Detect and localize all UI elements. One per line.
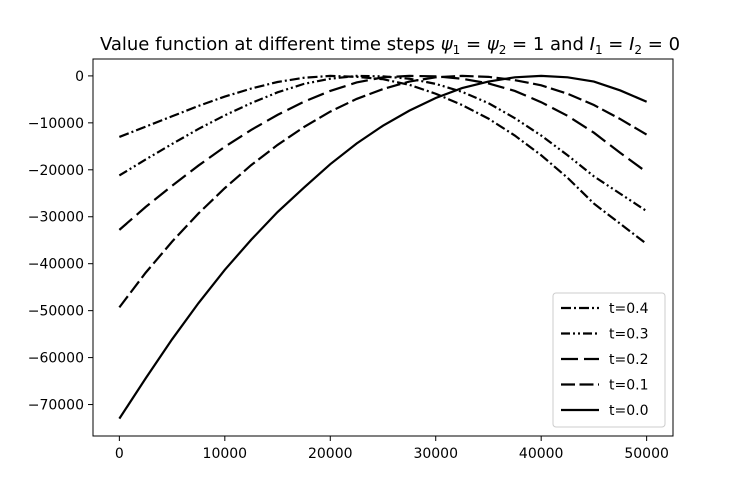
- series-line-t=0.1: [118, 74, 648, 309]
- series-line-t=0.0: [118, 74, 648, 420]
- series-line-t=0.4: [118, 74, 648, 245]
- legend-box: [552, 292, 666, 428]
- x-tick-label: 0: [115, 446, 124, 462]
- plot-area: [118, 74, 648, 420]
- x-tick-label: 10000: [203, 446, 248, 462]
- y-tick-label: −30000: [28, 210, 84, 226]
- axes-frame: [92, 58, 674, 437]
- legend-label: t=0.3: [609, 327, 648, 343]
- x-tick-label: 20000: [308, 446, 353, 462]
- legend-label: t=0.1: [609, 378, 648, 394]
- x-tick-label: 50000: [624, 446, 669, 462]
- legend-label: t=0.4: [609, 301, 649, 317]
- legend-label: t=0.0: [609, 403, 648, 419]
- x-tick-label: 40000: [519, 446, 564, 462]
- title-psi1: ψ: [441, 34, 454, 55]
- y-tick-label: −40000: [28, 257, 84, 273]
- series-line-t=0.2: [118, 74, 648, 231]
- y-tick-label: −50000: [28, 304, 84, 320]
- x-tick-label: 30000: [413, 446, 458, 462]
- y-tick-label: 0: [75, 69, 84, 85]
- y-tick-label: −70000: [28, 398, 84, 414]
- y-tick-label: −20000: [28, 163, 84, 179]
- y-tick-label: −60000: [28, 351, 84, 367]
- series-line-t=0.3: [118, 74, 648, 213]
- axes: 0 10000 20000 30000 40000 50000 0 −10000 −20000 −…: [28, 58, 674, 462]
- legend: t=0.4 t=0.3 t=0.2 t=0.1 t=0.0: [552, 292, 666, 428]
- legend-label: t=0.2: [609, 352, 648, 368]
- y-tick-label: −10000: [28, 116, 84, 132]
- chart-title: Value function at different time steps ψ…: [100, 34, 680, 57]
